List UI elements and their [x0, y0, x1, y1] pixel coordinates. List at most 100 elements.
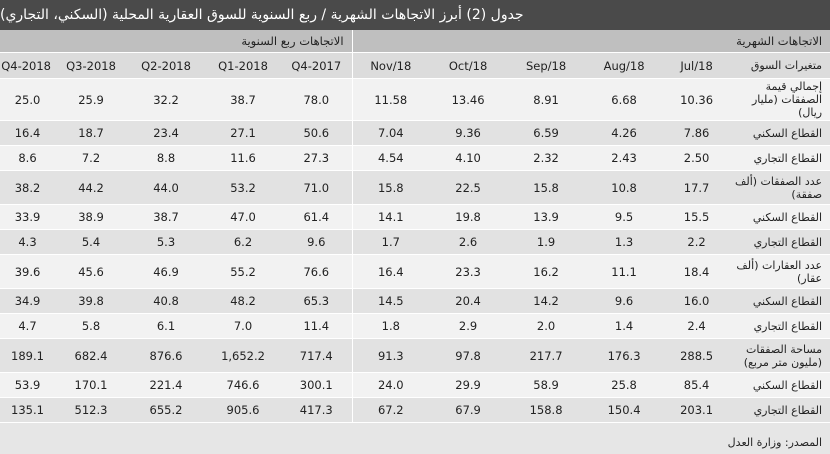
group-quarterly: الاتجاهات ربع السنوية	[0, 30, 353, 53]
table-row: القطاع السكني 15.5 9.5 13.9 19.8 14.1 61.4 47.0…	[0, 204, 830, 230]
table-cell: 65.3	[281, 288, 353, 314]
table-cell: 53.2	[205, 170, 282, 205]
table-cell: 5.8	[55, 313, 128, 339]
group-monthly: الاتجاهات الشهرية	[351, 30, 830, 53]
table-cell: 1.8	[351, 313, 430, 339]
table-cell: 9.6	[585, 288, 664, 314]
table-cell: 221.4	[127, 372, 206, 398]
table-cell: 11.58	[351, 78, 430, 121]
table-cell: 13.46	[429, 78, 508, 121]
table-cell: 6.1	[127, 313, 206, 339]
table-cell: 288.5	[663, 338, 731, 373]
table-cell: 6.59	[507, 120, 586, 146]
row-label: القطاع السكني	[730, 204, 830, 230]
column-header: Nov/18	[351, 52, 430, 79]
row-label: القطاع التجاري	[730, 397, 830, 423]
table-cell: 50.6	[281, 120, 353, 146]
table-cell: 158.8	[507, 397, 586, 423]
column-header: Aug/18	[585, 52, 664, 79]
table-cell: 29.9	[429, 372, 508, 398]
table-cell: 7.0	[205, 313, 282, 339]
table-cell: 16.2	[507, 254, 586, 289]
table-cell: 15.8	[507, 170, 586, 205]
table-cell: 18.4	[663, 254, 731, 289]
table-cell: 33.9	[0, 204, 56, 230]
table-cell: 300.1	[281, 372, 353, 398]
table-cell: 25.9	[55, 78, 128, 121]
table-cell: 7.04	[351, 120, 430, 146]
table-cell: 417.3	[281, 397, 353, 423]
row-label: عدد العقارات (ألف عقار)	[730, 254, 830, 289]
table-title: جدول (2) أبرز الاتجاهات الشهرية / ربع ال…	[0, 0, 830, 30]
table-cell: 55.2	[205, 254, 282, 289]
table-cell: 23.3	[429, 254, 508, 289]
table-cell: 38.9	[55, 204, 128, 230]
table-cell: 512.3	[55, 397, 128, 423]
table-cell: 44.0	[127, 170, 206, 205]
table-row: القطاع التجاري 203.1 150.4 158.8 67.9 67.2 417…	[0, 397, 830, 423]
table-cell: 6.68	[585, 78, 664, 121]
table-cell: 4.3	[0, 229, 56, 255]
table-cell: 9.5	[585, 204, 664, 230]
row-label: القطاع السكني	[730, 120, 830, 146]
table-cell: 71.0	[281, 170, 353, 205]
table-cell: 4.7	[0, 313, 56, 339]
table-row: القطاع السكني 85.4 25.8 58.9 29.9 24.0 300.1 74…	[0, 372, 830, 398]
table-row: مساحة الصفقات (مليون متر مربع) 288.5 176.3…	[0, 338, 830, 373]
table-cell: 39.8	[55, 288, 128, 314]
table-cell: 9.36	[429, 120, 508, 146]
row-label: مساحة الصفقات (مليون متر مربع)	[730, 338, 830, 373]
row-label: القطاع التجاري	[730, 229, 830, 255]
table-cell: 8.6	[0, 145, 56, 171]
column-header: 2018-Q1	[205, 52, 282, 79]
table-cell: 10.36	[663, 78, 731, 121]
table-cell: 97.8	[429, 338, 508, 373]
source-note: المصدر: وزارة العدل	[0, 430, 830, 454]
table-cell: 9.6	[281, 229, 353, 255]
table-cell: 1,652.2	[205, 338, 282, 373]
table-cell: 40.8	[127, 288, 206, 314]
table-cell: 217.7	[507, 338, 586, 373]
table-cell: 78.0	[281, 78, 353, 121]
table-row: إجمالي قيمة الصفقات (مليار ريال) 10.36 6.6…	[0, 78, 830, 121]
table-row: القطاع التجاري 2.2 1.3 1.9 2.6 1.7 9.6 6.2 5.3 5.…	[0, 229, 830, 255]
table-cell: 76.6	[281, 254, 353, 289]
table-cell: 34.9	[0, 288, 56, 314]
table-cell: 717.4	[281, 338, 353, 373]
table-cell: 2.4	[663, 313, 731, 339]
row-label: القطاع التجاري	[730, 313, 830, 339]
table-cell: 10.8	[585, 170, 664, 205]
table-cell: 2.2	[663, 229, 731, 255]
table-cell: 13.9	[507, 204, 586, 230]
table-cell: 14.5	[351, 288, 430, 314]
row-label-header: متغيرات السوق	[730, 52, 830, 79]
row-label: إجمالي قيمة الصفقات (مليار ريال)	[730, 78, 830, 121]
table-cell: 905.6	[205, 397, 282, 423]
table-cell: 16.0	[663, 288, 731, 314]
table-cell: 46.9	[127, 254, 206, 289]
table-cell: 2.9	[429, 313, 508, 339]
table-cell: 176.3	[585, 338, 664, 373]
table-cell: 5.3	[127, 229, 206, 255]
market-trends-table: الاتجاهات الشهرية الاتجاهات ربع السنوية …	[0, 30, 830, 423]
table-cell: 39.6	[0, 254, 56, 289]
table-cell: 2.50	[663, 145, 731, 171]
table-row: القطاع التجاري 2.50 2.43 2.32 4.10 4.54 27.3 11…	[0, 145, 830, 171]
table-cell: 85.4	[663, 372, 731, 398]
table-cell: 7.86	[663, 120, 731, 146]
table-row: القطاع السكني 16.0 9.6 14.2 20.4 14.5 65.3 48.2…	[0, 288, 830, 314]
column-header: 2018-Q4	[0, 52, 56, 79]
table-row: عدد العقارات (ألف عقار) 18.4 11.1 16.2 23.3 1…	[0, 254, 830, 289]
table-cell: 18.7	[55, 120, 128, 146]
row-label: القطاع السكني	[730, 288, 830, 314]
table-cell: 2.43	[585, 145, 664, 171]
table-cell: 61.4	[281, 204, 353, 230]
table-row: عدد الصفقات (ألف صفقة) 17.7 10.8 15.8 22.5 15…	[0, 170, 830, 205]
table-cell: 876.6	[127, 338, 206, 373]
table-cell: 22.5	[429, 170, 508, 205]
table-cell: 14.2	[507, 288, 586, 314]
table-cell: 47.0	[205, 204, 282, 230]
table-cell: 67.2	[351, 397, 430, 423]
table-cell: 24.0	[351, 372, 430, 398]
